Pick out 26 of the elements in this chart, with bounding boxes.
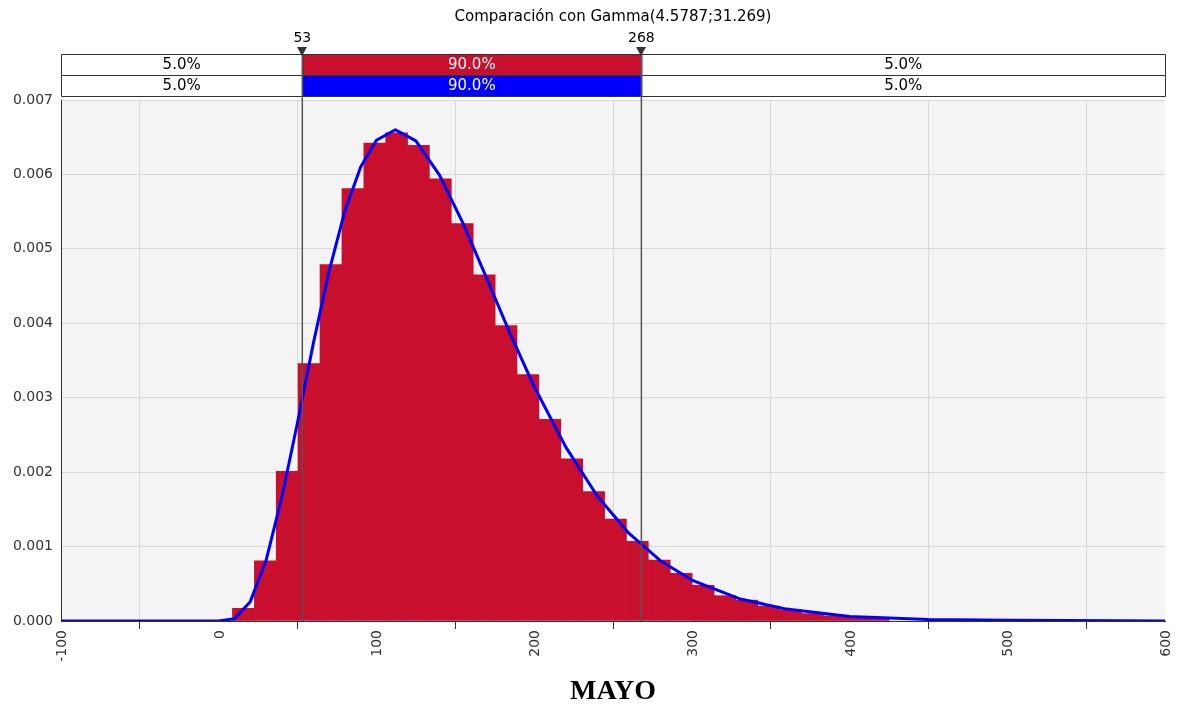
x-tick-label: 400 bbox=[841, 630, 858, 657]
ref-line-label: 268 bbox=[628, 28, 655, 45]
x-tick-label: -100 bbox=[53, 630, 69, 662]
text: 90.0% bbox=[448, 55, 496, 74]
y-tick-label: 0.002 bbox=[12, 462, 53, 479]
x-tick-label: 0 bbox=[210, 630, 227, 639]
x-tick-label: 100 bbox=[368, 630, 385, 657]
y-tick-label: 0.004 bbox=[12, 313, 54, 330]
y-tick-label: 0.001 bbox=[12, 537, 53, 554]
x-tick-label: 600 bbox=[1157, 630, 1173, 657]
y-tick-label: 0.003 bbox=[12, 388, 53, 405]
text: 5.0% bbox=[162, 55, 201, 74]
y-tick-label: 0.007 bbox=[12, 90, 53, 107]
x-tick-label: 300 bbox=[683, 630, 700, 657]
chart-title: Comparación con Gamma(4.5787;31.269) bbox=[454, 6, 772, 25]
text: 90.0% bbox=[448, 76, 496, 95]
x-tick-label: 200 bbox=[526, 630, 543, 657]
y-tick-label: 0.005 bbox=[12, 239, 53, 256]
text: 5.0% bbox=[884, 76, 923, 95]
x-tick-label: 500 bbox=[999, 630, 1016, 657]
x-axis-title: MAYO bbox=[569, 674, 657, 706]
y-tick-label: 0.000 bbox=[12, 611, 53, 628]
ref-line-label: 53 bbox=[293, 28, 312, 45]
text: 5.0% bbox=[162, 76, 201, 95]
text: 5.0% bbox=[884, 55, 923, 74]
y-tick-label: 0.006 bbox=[12, 165, 54, 182]
